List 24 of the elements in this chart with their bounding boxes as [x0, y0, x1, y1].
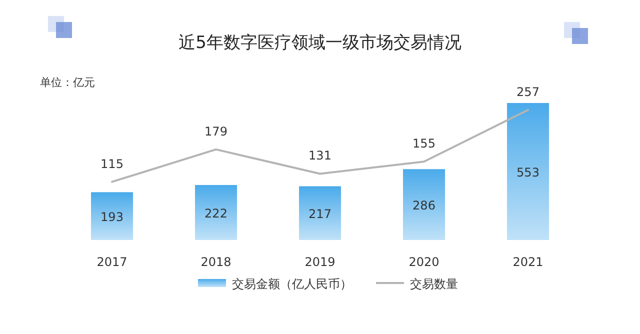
- x-tick-label: 2019: [304, 255, 336, 269]
- legend-label: 交易数量: [410, 277, 458, 291]
- bar: [403, 169, 445, 240]
- bar: [299, 186, 341, 240]
- data-label: 193: [100, 210, 124, 224]
- bar: [195, 185, 237, 240]
- chart-title: 近5年数字医疗领域一级市场交易情况: [178, 33, 462, 53]
- x-tick-label: 2017: [96, 255, 128, 269]
- data-label: 155: [412, 136, 436, 151]
- data-label: 115: [100, 156, 124, 171]
- text: 单位：亿元: [40, 76, 95, 89]
- data-label: 179: [204, 124, 228, 138]
- legend-label: 交易金额（亿人民币）: [232, 277, 352, 291]
- bar: [507, 103, 549, 240]
- data-label: 217: [308, 207, 332, 222]
- x-tick-label: 2021: [512, 255, 544, 269]
- data-label: 131: [308, 148, 332, 163]
- data-label: 553: [516, 166, 540, 180]
- data-label: 222: [204, 206, 228, 220]
- x-tick-label: 2018: [200, 255, 232, 269]
- data-label: 286: [412, 198, 436, 213]
- x-tick-label: 2020: [408, 255, 440, 269]
- data-label: 257: [516, 85, 540, 99]
- bar: [91, 192, 133, 240]
